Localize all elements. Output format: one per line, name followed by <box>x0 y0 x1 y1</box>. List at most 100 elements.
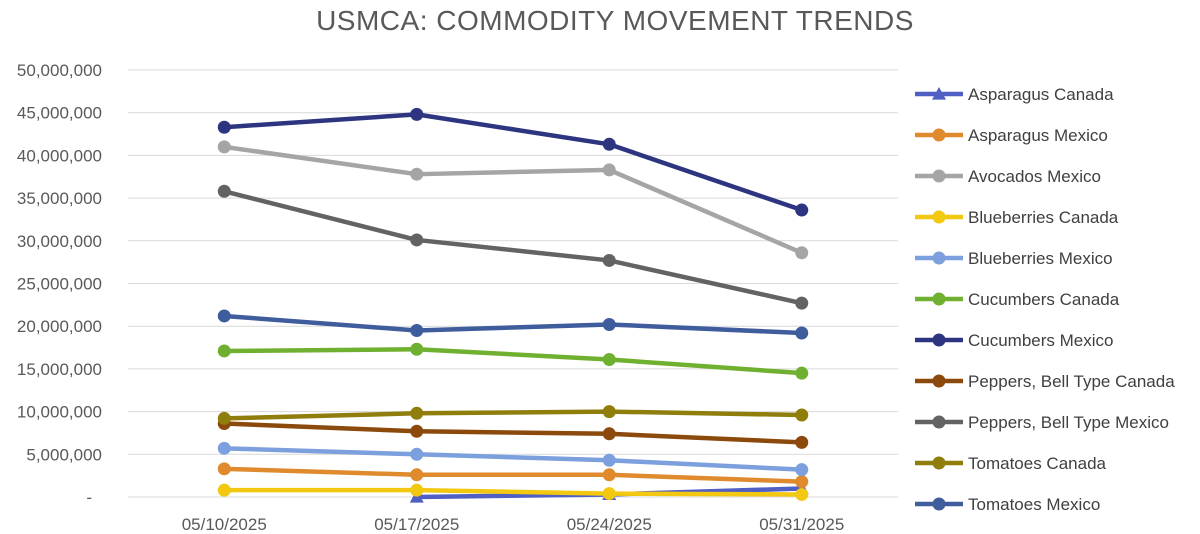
legend-item-cucumbers-mexico: Cucumbers Mexico <box>915 331 1114 350</box>
data-point <box>602 427 616 441</box>
series-line <box>222 487 804 497</box>
chart-title: USMCA: COMMODITY MOVEMENT TRENDS <box>316 5 914 36</box>
series-peppers-bell-type-mexico <box>217 184 809 310</box>
data-point <box>410 342 424 356</box>
data-point <box>410 424 424 438</box>
series-line <box>222 466 804 484</box>
series-cucumbers-mexico <box>217 107 809 217</box>
data-point <box>602 317 616 331</box>
series-peppers-bell-type-canada <box>217 417 809 449</box>
data-point <box>795 326 809 340</box>
y-axis-ticks: - 5,000,000 10,000,000 15,000,000 20,000,000… <box>17 61 102 507</box>
x-tick-label: 05/10/2025 <box>182 515 267 534</box>
data-point <box>602 405 616 419</box>
series-asparagus-mexico <box>217 462 809 489</box>
legend-label: Blueberries Canada <box>968 208 1119 227</box>
series-line <box>222 144 804 256</box>
data-point <box>217 120 231 134</box>
legend-label: Cucumbers Mexico <box>968 331 1114 350</box>
legend-label: Asparagus Mexico <box>968 126 1108 145</box>
legend-marker <box>932 415 946 429</box>
x-tick-label: 05/31/2025 <box>759 515 844 534</box>
legend-item-asparagus-canada: Asparagus Canada <box>915 85 1114 104</box>
data-point <box>795 463 809 477</box>
y-tick-label: 40,000,000 <box>17 146 102 165</box>
data-point <box>795 366 809 380</box>
legend-label: Cucumbers Canada <box>968 290 1120 309</box>
data-point <box>795 475 809 489</box>
y-tick-label: 30,000,000 <box>17 232 102 251</box>
data-point <box>410 447 424 461</box>
series-tomatoes-mexico <box>217 309 809 340</box>
legend-label: Peppers, Bell Type Canada <box>968 372 1175 391</box>
series-line <box>222 313 804 336</box>
legend-marker <box>932 87 946 100</box>
y-tick-label: 15,000,000 <box>17 360 102 379</box>
data-point <box>410 323 424 337</box>
series-tomatoes-canada <box>217 405 809 425</box>
data-point <box>602 453 616 467</box>
data-point <box>217 184 231 198</box>
series-line <box>222 189 804 306</box>
data-point <box>795 487 809 501</box>
legend: Asparagus Canada Asparagus Mexico Avocados… <box>915 85 1175 514</box>
series-line <box>222 446 804 472</box>
data-point <box>410 483 424 497</box>
data-point <box>602 487 616 501</box>
series-lines <box>217 107 809 503</box>
y-tick-label: 20,000,000 <box>17 317 102 336</box>
data-point <box>602 163 616 177</box>
legend-label: Blueberries Mexico <box>968 249 1113 268</box>
series-avocados-mexico <box>217 140 809 260</box>
series-line <box>222 421 804 445</box>
legend-label: Tomatoes Canada <box>968 454 1107 473</box>
legend-marker <box>932 497 946 511</box>
data-point <box>217 309 231 323</box>
data-point <box>217 344 231 358</box>
data-point <box>410 107 424 121</box>
series-cucumbers-canada <box>217 342 809 380</box>
y-tick-label: 5,000,000 <box>26 445 102 464</box>
x-tick-label: 05/17/2025 <box>374 515 459 534</box>
legend-item-tomatoes-mexico: Tomatoes Mexico <box>915 495 1100 514</box>
y-tick-label: 50,000,000 <box>17 61 102 80</box>
y-tick-label: 10,000,000 <box>17 403 102 422</box>
legend-item-avocados-mexico: Avocados Mexico <box>915 167 1101 186</box>
legend-marker <box>932 292 946 306</box>
series-line <box>222 409 804 421</box>
series-blueberries-mexico <box>217 441 809 477</box>
legend-item-blueberries-canada: Blueberries Canada <box>915 208 1119 227</box>
data-point <box>410 167 424 181</box>
data-point <box>795 296 809 310</box>
y-tick-label: 45,000,000 <box>17 104 102 123</box>
data-point <box>217 140 231 154</box>
legend-item-tomatoes-canada: Tomatoes Canada <box>915 454 1107 473</box>
legend-marker <box>932 374 946 388</box>
data-point <box>795 203 809 217</box>
series-line <box>222 347 804 376</box>
y-tick-label: - <box>86 488 92 507</box>
data-point <box>217 483 231 497</box>
data-point <box>602 253 616 267</box>
legend-marker <box>932 128 946 142</box>
data-point <box>602 137 616 151</box>
data-point <box>217 411 231 425</box>
data-point <box>795 435 809 449</box>
legend-marker <box>932 169 946 183</box>
data-point <box>795 408 809 422</box>
data-point <box>602 353 616 367</box>
legend-item-asparagus-mexico: Asparagus Mexico <box>915 126 1108 145</box>
data-point <box>795 246 809 260</box>
series-blueberries-canada <box>217 483 809 501</box>
data-point <box>410 468 424 482</box>
x-axis-ticks: 05/10/2025 05/17/2025 05/24/2025 05/31/2025 <box>182 515 845 534</box>
legend-label: Peppers, Bell Type Mexico <box>968 413 1169 432</box>
legend-label: Asparagus Canada <box>968 85 1114 104</box>
legend-marker <box>932 251 946 265</box>
legend-item-cucumbers-canada: Cucumbers Canada <box>915 290 1120 309</box>
legend-item-blueberries-mexico: Blueberries Mexico <box>915 249 1113 268</box>
data-point <box>217 441 231 455</box>
legend-item-peppers-bell-type-canada: Peppers, Bell Type Canada <box>915 372 1175 391</box>
